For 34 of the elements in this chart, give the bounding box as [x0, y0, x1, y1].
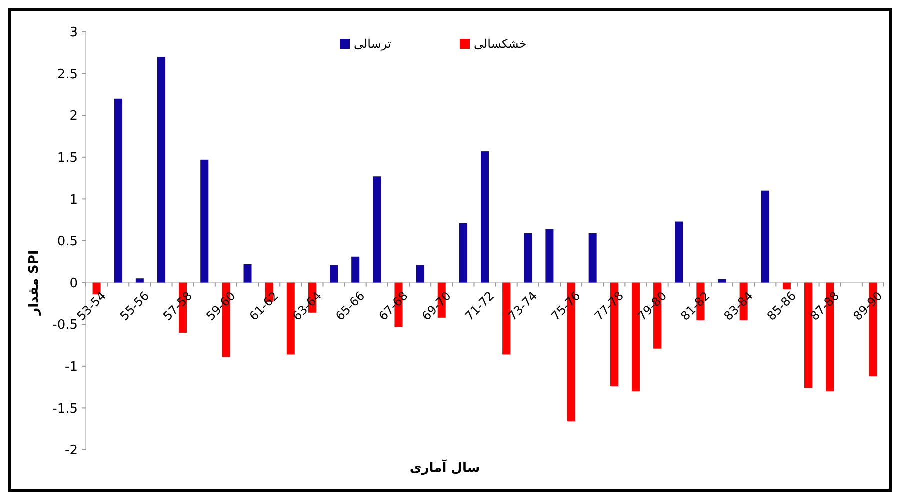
bar [524, 233, 532, 283]
bar [330, 265, 338, 283]
y-tick-label: 3 [70, 26, 78, 41]
bar [459, 223, 468, 283]
y-tick-label: 1 [70, 192, 78, 208]
bar [244, 264, 252, 283]
bar [782, 282, 791, 290]
y-tick-label: 0 [70, 276, 78, 292]
bar [373, 176, 382, 283]
bar [114, 98, 122, 283]
x-axis-title: سال آماری [410, 459, 480, 476]
bar [481, 152, 489, 283]
legend-label: ترسالی [354, 37, 392, 52]
y-tick-label: 2.5 [57, 67, 78, 82]
bar [286, 282, 295, 355]
bar [546, 229, 554, 283]
y-tick-label: 0.5 [57, 234, 78, 250]
bar [718, 279, 726, 283]
bar [675, 222, 684, 283]
y-tick-label: 2 [70, 109, 78, 124]
y-tick-label: -1.5 [52, 402, 78, 417]
bar [200, 160, 209, 283]
bar [157, 57, 166, 283]
y-tick-label: -0.5 [52, 318, 78, 334]
y-tick-label: -2 [65, 444, 78, 459]
bar [761, 190, 770, 283]
legend-label: خشکسالی [474, 37, 527, 52]
y-tick-label: -1 [65, 360, 78, 375]
bar [352, 256, 360, 283]
bar [588, 233, 597, 283]
bar [136, 278, 144, 283]
y-tick-label: 1.5 [57, 150, 78, 166]
y-axis-title: مقدار SPI [27, 250, 42, 316]
bar [416, 265, 424, 283]
